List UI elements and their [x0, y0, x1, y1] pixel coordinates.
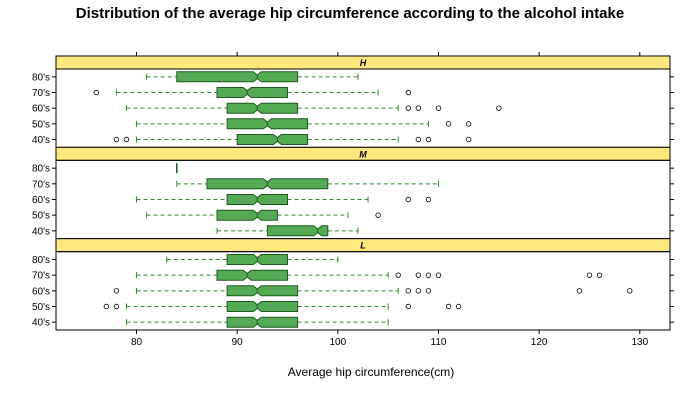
- y-tick-label: 60's: [32, 104, 50, 115]
- y-tick-label: 80's: [32, 255, 50, 266]
- x-tick-label: 100: [329, 337, 346, 348]
- outlier-point: [415, 272, 422, 278]
- y-tick-label: 40's: [32, 318, 50, 329]
- outlier-point: [123, 136, 130, 143]
- x-tick-label: 120: [531, 337, 548, 348]
- panel-frame: [55, 159, 671, 240]
- y-tick-label: 50's: [32, 302, 50, 313]
- y-tick-label: 70's: [32, 88, 50, 99]
- panel-label: M: [359, 149, 367, 159]
- outlier-point: [435, 272, 442, 278]
- y-tick-label: 50's: [32, 119, 50, 130]
- x-tick-label: 80: [131, 337, 143, 348]
- box: [226, 316, 299, 328]
- y-tick-label: 60's: [32, 286, 50, 297]
- y-tick-label: 80's: [32, 72, 50, 83]
- box: [176, 71, 299, 83]
- outlier-point: [395, 272, 401, 278]
- box: [236, 134, 309, 145]
- outlier-point: [405, 196, 411, 203]
- outlier-point: [405, 105, 411, 111]
- x-tick-label: 90: [232, 337, 244, 348]
- outlier-point: [415, 288, 422, 294]
- x-axis-label: Average hip circumference(cm): [288, 365, 455, 379]
- outlier-point: [375, 212, 381, 218]
- box: [216, 269, 288, 281]
- outlier-point: [425, 136, 432, 143]
- outlier-point: [576, 288, 583, 294]
- box: [216, 209, 278, 221]
- x-tick-label: 110: [431, 337, 447, 348]
- y-tick-label: 70's: [32, 179, 50, 190]
- outlier-point: [425, 196, 432, 203]
- outlier-point: [405, 89, 411, 96]
- x-tick-label: 130: [631, 337, 648, 348]
- outlier-point: [445, 303, 452, 310]
- outlier-point: [586, 272, 593, 278]
- y-tick-label: 70's: [32, 271, 50, 282]
- outlier-point: [465, 121, 472, 127]
- outlier-point: [405, 303, 411, 310]
- outlier-point: [596, 272, 603, 278]
- outlier-point: [415, 105, 422, 111]
- outlier-point: [465, 136, 472, 143]
- outlier-point: [496, 105, 502, 111]
- y-tick-label: 80's: [32, 164, 50, 175]
- outlier-point: [435, 105, 442, 111]
- outlier-point: [425, 288, 432, 294]
- box: [226, 301, 299, 312]
- chart-title: Distribution of the average hip circumfe…: [75, 5, 625, 22]
- y-tick-label: 50's: [32, 211, 50, 222]
- outlier-point: [455, 303, 462, 310]
- y-tick-label: 60's: [32, 195, 50, 206]
- box: [266, 225, 329, 237]
- outlier-point: [405, 288, 411, 294]
- box: [226, 285, 299, 297]
- panel-label: L: [360, 241, 366, 251]
- outlier-point: [103, 303, 110, 310]
- y-tick-label: 40's: [32, 226, 50, 237]
- y-tick-label: 40's: [32, 135, 50, 146]
- outlier-point: [113, 136, 120, 143]
- box: [226, 102, 299, 114]
- outlier-point: [113, 303, 120, 310]
- box: [216, 87, 288, 98]
- outlier-point: [113, 288, 120, 294]
- outlier-point: [425, 272, 432, 278]
- outlier-point: [445, 121, 452, 127]
- outlier-point: [93, 89, 99, 96]
- outlier-point: [415, 136, 422, 143]
- panel-label: H: [360, 58, 367, 68]
- outlier-point: [627, 288, 633, 294]
